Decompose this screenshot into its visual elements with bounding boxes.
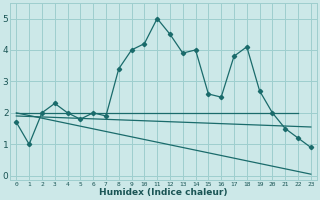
X-axis label: Humidex (Indice chaleur): Humidex (Indice chaleur) [99,188,228,197]
